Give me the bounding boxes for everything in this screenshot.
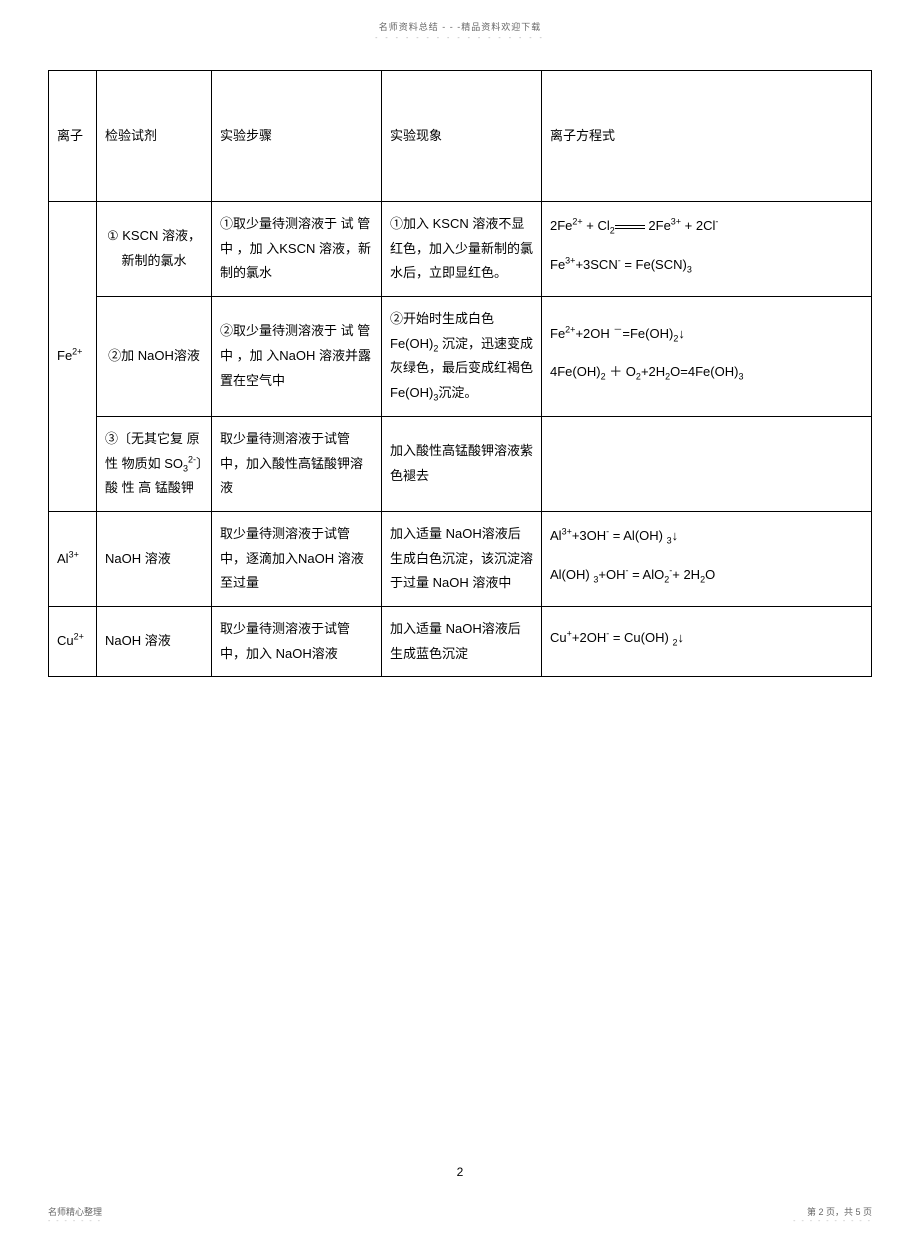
column-header-equation: 离子方程式 xyxy=(542,71,872,202)
obs-cell: ②开始时生成白色 Fe(OH)2 沉淀，迅速变成灰绿色，最后变成红褐色Fe(OH… xyxy=(382,297,542,417)
reagent-cell: ②加 NaOH溶液 xyxy=(97,297,212,417)
obs-cell: ①加入 KSCN 溶液不显红色，加入少量新制的氯水后，立即显红色。 xyxy=(382,202,542,297)
equation-cell: Al3++3OH- = Al(OH) 3↓ Al(OH) 3+OH- = AlO… xyxy=(542,511,872,606)
steps-cell: ①取少量待测溶液于 试 管 中 ，加 入KSCN 溶液，新制的氯水 xyxy=(212,202,382,297)
table-row: Fe2+ ① KSCN 溶液，新制的氯水 ①取少量待测溶液于 试 管 中 ，加 … xyxy=(49,202,872,297)
equation-cell: 2Fe2+ + Cl2 2Fe3+ + 2Cl- Fe3++3SCN- = Fe… xyxy=(542,202,872,297)
document-page: 名师资料总结 - - -精品资料欢迎下载 - - - - - - - - - -… xyxy=(0,0,920,1239)
obs-cell: 加入酸性高锰酸钾溶液紫色褪去 xyxy=(382,416,542,511)
footer-right: 第 2 页，共 5 页 - - - - - - - - - - xyxy=(793,1205,872,1225)
equation-cell: Cu++2OH- = Cu(OH) 2↓ xyxy=(542,606,872,676)
column-header-reagent: 检验试剂 xyxy=(97,71,212,202)
column-header-observation: 实验现象 xyxy=(382,71,542,202)
table-row: Cu2+ NaOH 溶液 取少量待测溶液于试管中，加入 NaOH溶液 加入适量 … xyxy=(49,606,872,676)
column-header-ion: 离子 xyxy=(49,71,97,202)
reagent-cell: NaOH 溶液 xyxy=(97,606,212,676)
equation-cell: Fe2++2OH －=Fe(OH)2↓ 4Fe(OH)2 ＋ O2+2H2O=4… xyxy=(542,297,872,417)
steps-cell: 取少量待测溶液于试管中，逐滴加入NaOH 溶液至过量 xyxy=(212,511,382,606)
page-header-sub: - - - - - - - - - - - - - - - - - xyxy=(48,35,872,42)
table-header-row: 离子 检验试剂 实验步骤 实验现象 离子方程式 xyxy=(49,71,872,202)
footer-right-sub: - - - - - - - - - - xyxy=(793,1218,872,1225)
equation-line: Al3++3OH- = Al(OH) 3↓ xyxy=(550,524,863,549)
footer-right-text: 第 2 页，共 5 页 xyxy=(793,1205,872,1218)
steps-cell: ②取少量待测溶液于 试 管 中 ，加 入NaOH 溶液并露置在空气中 xyxy=(212,297,382,417)
footer-left: 名师精心整理 - - - - - - - xyxy=(48,1205,102,1225)
ion-cell-fe2: Fe2+ xyxy=(49,202,97,512)
ion-test-table: 离子 检验试剂 实验步骤 实验现象 离子方程式 Fe2+ ① KSCN 溶液，新… xyxy=(48,70,872,677)
equation-line: 4Fe(OH)2 ＋ O2+2H2O=4Fe(OH)3 xyxy=(550,360,863,385)
table-row: ②加 NaOH溶液 ②取少量待测溶液于 试 管 中 ，加 入NaOH 溶液并露置… xyxy=(49,297,872,417)
footer-left-sub: - - - - - - - xyxy=(48,1218,102,1225)
steps-cell: 取少量待测溶液于试管中，加入 NaOH溶液 xyxy=(212,606,382,676)
column-header-steps: 实验步骤 xyxy=(212,71,382,202)
reagent-cell: ① KSCN 溶液，新制的氯水 xyxy=(97,202,212,297)
table-row: Al3+ NaOH 溶液 取少量待测溶液于试管中，逐滴加入NaOH 溶液至过量 … xyxy=(49,511,872,606)
reagent-cell: ③〔无其它复 原 性 物质如 SO32-〕酸 性 高 锰酸钾 xyxy=(97,416,212,511)
equation-line: 2Fe2+ + Cl2 2Fe3+ + 2Cl- xyxy=(550,214,863,239)
reagent-cell: NaOH 溶液 xyxy=(97,511,212,606)
equation-line: Al(OH) 3+OH- = AlO2-+ 2H2O xyxy=(550,563,863,588)
footer-left-text: 名师精心整理 xyxy=(48,1205,102,1218)
equation-cell xyxy=(542,416,872,511)
steps-cell: 取少量待测溶液于试管中，加入酸性高锰酸钾溶液 xyxy=(212,416,382,511)
equation-line: Cu++2OH- = Cu(OH) 2↓ xyxy=(550,626,863,651)
table-row: ③〔无其它复 原 性 物质如 SO32-〕酸 性 高 锰酸钾 取少量待测溶液于试… xyxy=(49,416,872,511)
page-header: 名师资料总结 - - -精品资料欢迎下载 xyxy=(48,20,872,33)
equation-line: Fe2++2OH －=Fe(OH)2↓ xyxy=(550,322,863,347)
obs-cell: 加入适量 NaOH溶液后生成白色沉淀，该沉淀溶于过量 NaOH 溶液中 xyxy=(382,511,542,606)
page-number: 2 xyxy=(0,1165,920,1179)
equation-line: Fe3++3SCN- = Fe(SCN)3 xyxy=(550,253,863,278)
ion-cell-cu2: Cu2+ xyxy=(49,606,97,676)
ion-cell-al3: Al3+ xyxy=(49,511,97,606)
obs-cell: 加入适量 NaOH溶液后生成蓝色沉淀 xyxy=(382,606,542,676)
